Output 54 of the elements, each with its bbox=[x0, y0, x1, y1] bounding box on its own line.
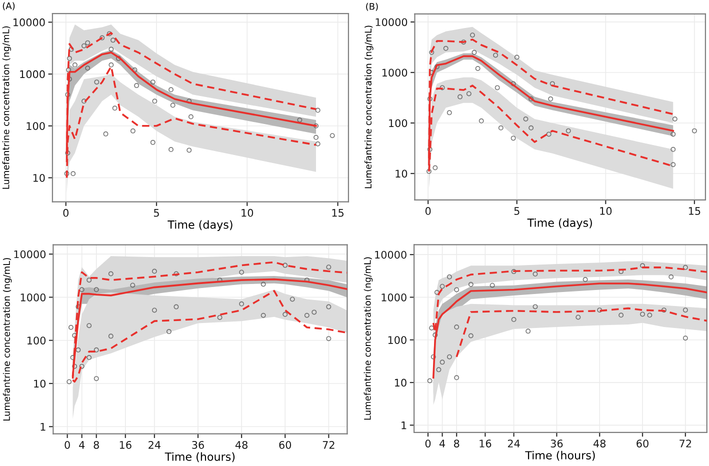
y-tick-label: 100 bbox=[389, 119, 408, 128]
y-axis-title: Lumefantrine concentration (ng/mL) bbox=[2, 26, 11, 189]
x-tick-label: 0 bbox=[63, 208, 68, 217]
y-tick-label: 10000 bbox=[376, 18, 408, 26]
x-tick-label: 15 bbox=[688, 207, 700, 215]
x-tick-label: 72 bbox=[322, 440, 334, 449]
y-tick-label: 1000 bbox=[382, 68, 408, 77]
x-tick-label: 24 bbox=[508, 440, 520, 448]
x-axis-title: Time (hours) bbox=[525, 450, 595, 461]
x-tick-label: 48 bbox=[593, 440, 606, 448]
y-tick-label: 1000 bbox=[20, 293, 46, 302]
x-tick-label: 16 bbox=[120, 440, 132, 449]
y-axis-title: Lumefantrine concentration (ng/mL) bbox=[2, 258, 12, 420]
x-tick-label: 48 bbox=[235, 440, 248, 449]
x-tick-label: 16 bbox=[480, 440, 492, 448]
x-tick-label: 36 bbox=[550, 440, 563, 448]
x-axis-title: Time (days) bbox=[168, 220, 232, 231]
x-tick-label: 60 bbox=[636, 440, 648, 448]
x-tick-label: 8 bbox=[94, 440, 99, 449]
x-tick-label: 0 bbox=[425, 440, 431, 448]
x-tick-label: 4 bbox=[79, 441, 85, 449]
x-tick-label: 60 bbox=[279, 440, 292, 449]
chart-title: (A) bbox=[2, 2, 15, 10]
y-tick-label: 10000 bbox=[14, 250, 46, 258]
x-axis-title: Time (days) bbox=[527, 218, 592, 230]
x-tick-label: 5 bbox=[514, 207, 520, 215]
x-tick-label: 10 bbox=[242, 208, 254, 217]
y-tick-label: 100 bbox=[27, 336, 46, 344]
y-tick-label: 1000 bbox=[20, 70, 45, 78]
x-tick-label: 15 bbox=[332, 209, 344, 217]
y-tick-label: 10 bbox=[34, 380, 46, 388]
y-tick-label: 100 bbox=[26, 122, 45, 130]
y-tick-label: 1000 bbox=[382, 293, 406, 302]
y-tick-label: 10000 bbox=[375, 250, 406, 259]
y-tick-label: 1 bbox=[40, 422, 46, 431]
y-tick-label: 10 bbox=[33, 174, 45, 182]
x-tick-label: 0 bbox=[425, 207, 431, 215]
y-axis-title: Lumefantrine concentration (ng/mL) bbox=[364, 257, 373, 420]
y-tick-label: 10000 bbox=[14, 18, 45, 26]
x-tick-label: 36 bbox=[192, 440, 204, 449]
x-tick-label: 10 bbox=[600, 207, 612, 215]
y-axis-title: Lumefantrine concentration (ng/mL) bbox=[364, 26, 374, 188]
x-axis-title: Time (hours) bbox=[164, 452, 235, 462]
x-tick-label: 24 bbox=[148, 440, 160, 449]
x-tick-label: 0 bbox=[64, 440, 70, 449]
y-tick-label: 1 bbox=[402, 422, 406, 430]
x-tick-label: 4 bbox=[439, 440, 446, 448]
chart-title: (B) bbox=[366, 2, 378, 11]
y-tick-label: 100 bbox=[388, 336, 406, 344]
y-tick-label: 10 bbox=[395, 378, 406, 387]
x-tick-label: 72 bbox=[680, 440, 692, 448]
x-tick-label: 5 bbox=[154, 209, 159, 217]
x-tick-label: 8 bbox=[454, 440, 460, 448]
y-tick-label: 10 bbox=[396, 170, 408, 178]
